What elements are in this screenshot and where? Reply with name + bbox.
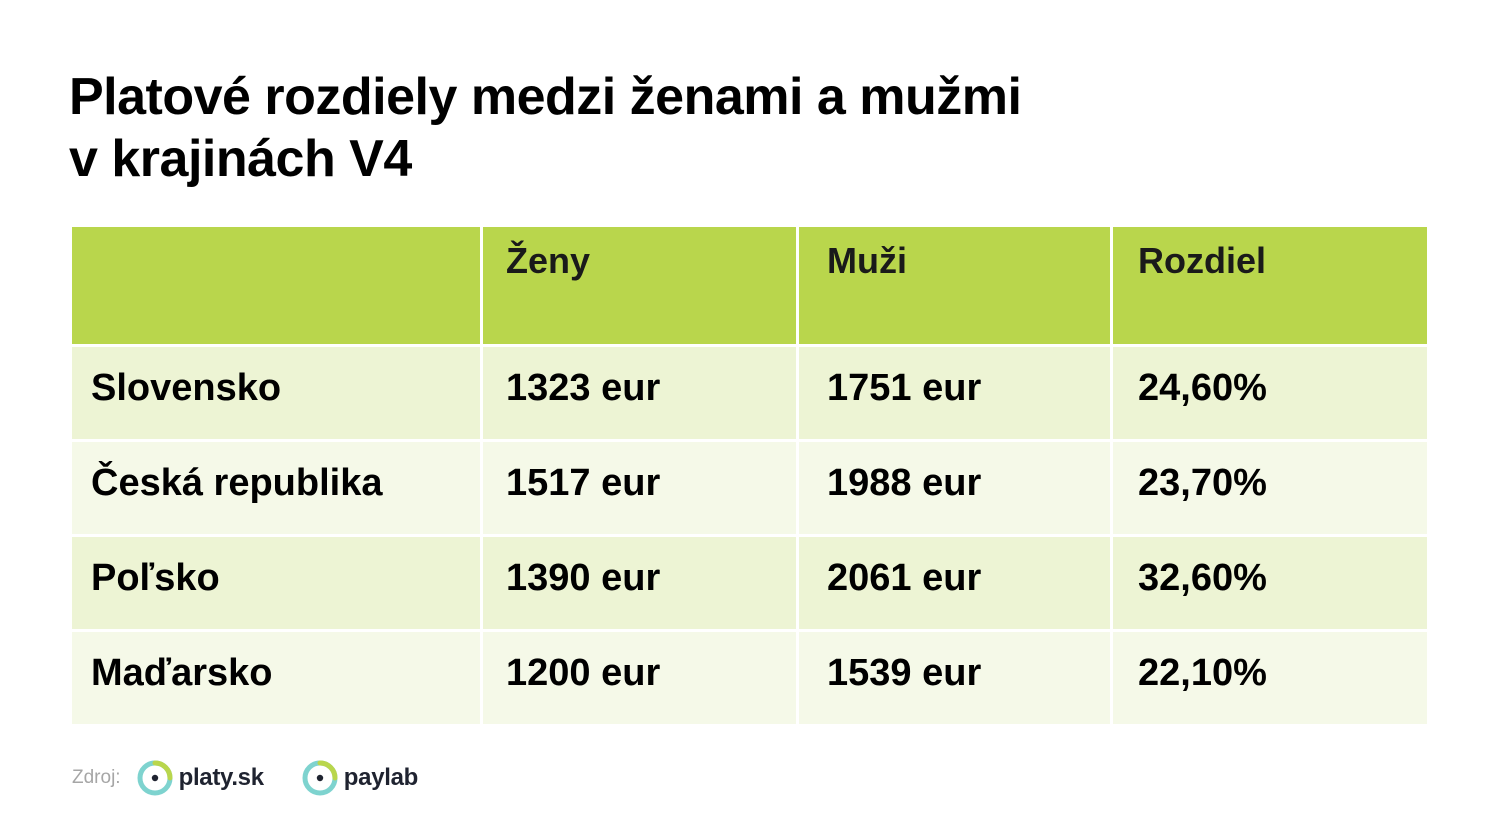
table-row: Česká republika 1517 eur 1988 eur 23,70% <box>69 439 1430 537</box>
cell-gap: 23,70% <box>1110 439 1430 537</box>
source-label: Zdroj: <box>72 767 121 788</box>
cell-country: Slovensko <box>69 344 483 442</box>
title-line-1: Platové rozdiely medzi ženami a mužmi <box>69 68 1022 126</box>
header-cell-gap: Rozdiel <box>1110 224 1430 347</box>
header-cell-women: Ženy <box>480 224 799 347</box>
cell-men: 2061 eur <box>796 534 1113 632</box>
table-header-row: Ženy Muži Rozdiel <box>69 224 1430 347</box>
platy-logo: platy.sk <box>135 758 264 798</box>
page-title: Platové rozdiely medzi ženami a mužmi v … <box>69 66 1022 190</box>
header-cell-men: Muži <box>796 224 1113 347</box>
table-row: Slovensko 1323 eur 1751 eur 24,60% <box>69 344 1430 442</box>
cell-country: Česká republika <box>69 439 483 537</box>
cell-country: Maďarsko <box>69 629 483 727</box>
title-line-2: v krajinách V4 <box>69 130 412 188</box>
header-cell-country <box>69 224 483 347</box>
platy-logo-text: platy.sk <box>178 764 265 791</box>
paylab-logo-text: paylab <box>343 764 419 791</box>
cell-gap: 22,10% <box>1110 629 1430 727</box>
paylab-logo: paylab <box>300 758 418 798</box>
table-row: Maďarsko 1200 eur 1539 eur 22,10% <box>69 629 1430 727</box>
cell-gap: 24,60% <box>1110 344 1430 442</box>
platy-logo-icon <box>137 760 173 796</box>
paylab-logo-icon <box>302 760 338 796</box>
source-footer: Zdroj: platy.sk paylab <box>72 752 454 804</box>
cell-gap: 32,60% <box>1110 534 1430 632</box>
cell-women: 1323 eur <box>480 344 799 442</box>
cell-women: 1517 eur <box>480 439 799 537</box>
cell-men: 1539 eur <box>796 629 1113 727</box>
salary-table: Ženy Muži Rozdiel Slovensko 1323 eur 175… <box>69 224 1430 727</box>
cell-women: 1390 eur <box>480 534 799 632</box>
cell-women: 1200 eur <box>480 629 799 727</box>
cell-country: Poľsko <box>69 534 483 632</box>
cell-men: 1988 eur <box>796 439 1113 537</box>
cell-men: 1751 eur <box>796 344 1113 442</box>
table-row: Poľsko 1390 eur 2061 eur 32,60% <box>69 534 1430 632</box>
